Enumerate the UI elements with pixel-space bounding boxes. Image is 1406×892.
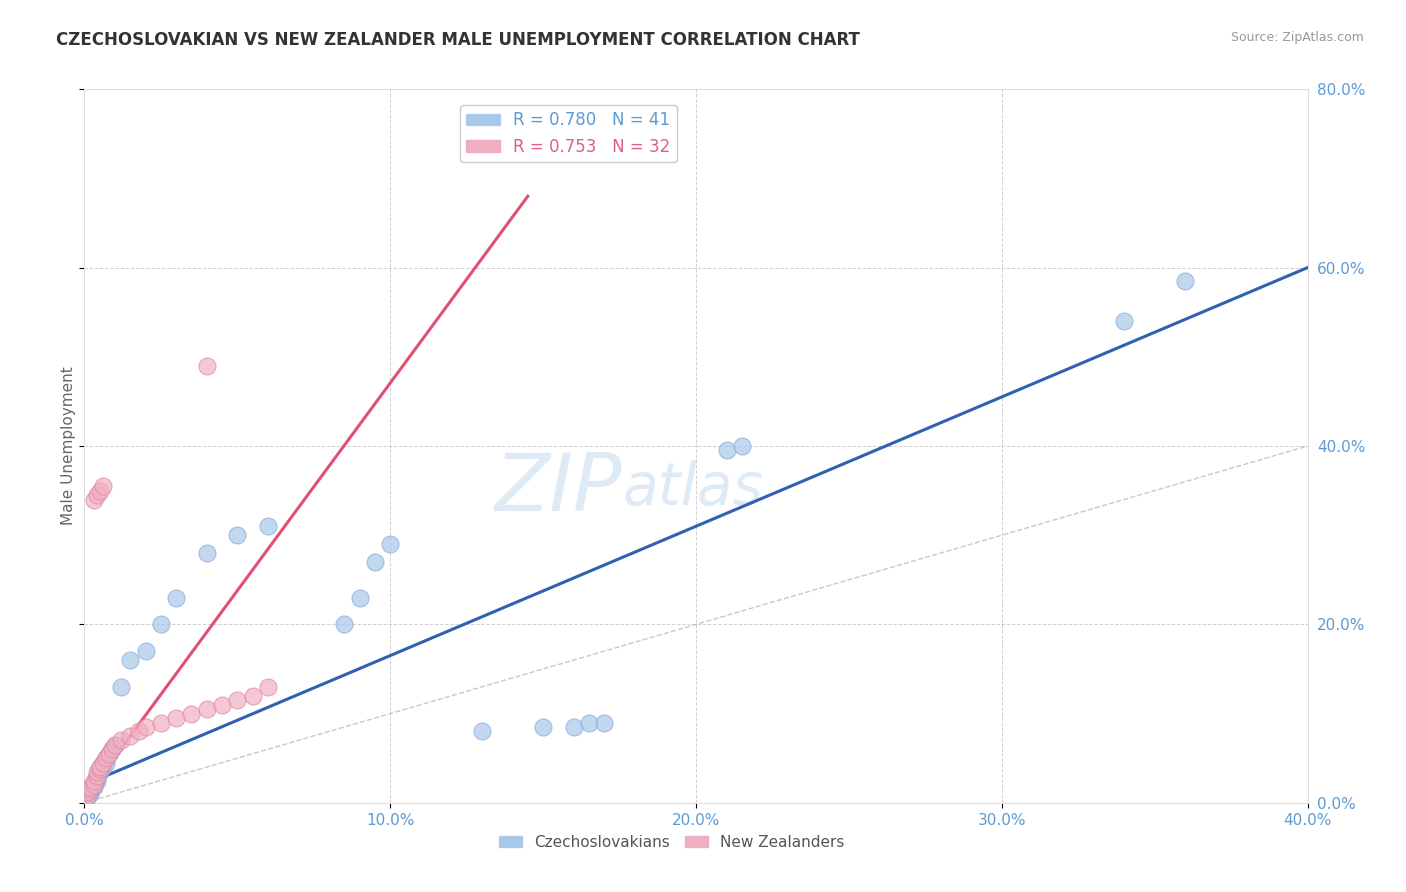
Point bbox=[349, 591, 371, 605]
Point bbox=[562, 720, 585, 734]
Point bbox=[731, 439, 754, 453]
Point bbox=[89, 760, 111, 774]
Point bbox=[89, 764, 111, 779]
Point bbox=[531, 720, 554, 734]
Point bbox=[86, 769, 108, 783]
Point bbox=[79, 785, 101, 799]
Point bbox=[86, 764, 108, 779]
Point bbox=[128, 724, 150, 739]
Point bbox=[364, 555, 387, 569]
Text: atlas: atlas bbox=[623, 460, 763, 517]
Legend: Czechoslovakians, New Zealanders: Czechoslovakians, New Zealanders bbox=[492, 829, 851, 855]
Point bbox=[79, 782, 101, 797]
Point bbox=[120, 653, 142, 667]
Point bbox=[135, 644, 157, 658]
Y-axis label: Male Unemployment: Male Unemployment bbox=[60, 367, 76, 525]
Point bbox=[110, 680, 132, 694]
Point bbox=[79, 787, 101, 801]
Point bbox=[242, 689, 264, 703]
Point bbox=[89, 483, 111, 498]
Point bbox=[135, 720, 157, 734]
Point bbox=[110, 733, 132, 747]
Point bbox=[104, 738, 127, 752]
Point bbox=[89, 760, 111, 774]
Point bbox=[91, 479, 114, 493]
Point bbox=[76, 791, 98, 805]
Point bbox=[94, 751, 117, 765]
Point bbox=[94, 756, 117, 770]
Point bbox=[471, 724, 494, 739]
Point bbox=[76, 789, 98, 803]
Point bbox=[195, 702, 218, 716]
Point bbox=[120, 729, 142, 743]
Point bbox=[76, 785, 98, 799]
Point bbox=[76, 789, 98, 803]
Point bbox=[149, 617, 172, 632]
Point bbox=[195, 359, 218, 373]
Point bbox=[86, 488, 108, 502]
Point bbox=[97, 747, 120, 761]
Point bbox=[101, 742, 124, 756]
Point bbox=[578, 715, 600, 730]
Text: Source: ZipAtlas.com: Source: ZipAtlas.com bbox=[1230, 31, 1364, 45]
Point bbox=[86, 773, 108, 788]
Point bbox=[1114, 314, 1136, 328]
Point bbox=[83, 778, 105, 792]
Point bbox=[1174, 274, 1197, 288]
Point bbox=[226, 528, 249, 542]
Point bbox=[149, 715, 172, 730]
Point bbox=[257, 680, 280, 694]
Point bbox=[593, 715, 616, 730]
Point bbox=[79, 780, 101, 794]
Point bbox=[380, 537, 402, 551]
Point bbox=[97, 747, 120, 761]
Point bbox=[83, 773, 105, 788]
Point bbox=[89, 762, 111, 776]
Point bbox=[83, 778, 105, 792]
Point bbox=[165, 711, 187, 725]
Point bbox=[83, 492, 105, 507]
Point bbox=[83, 780, 105, 794]
Point bbox=[333, 617, 356, 632]
Point bbox=[83, 776, 105, 790]
Point bbox=[257, 519, 280, 533]
Point bbox=[91, 756, 114, 770]
Point bbox=[195, 546, 218, 560]
Point bbox=[79, 782, 101, 797]
Point bbox=[91, 760, 114, 774]
Point bbox=[104, 738, 127, 752]
Point bbox=[91, 756, 114, 770]
Point bbox=[180, 706, 202, 721]
Text: ZIP: ZIP bbox=[495, 450, 623, 528]
Point bbox=[86, 771, 108, 785]
Text: CZECHOSLOVAKIAN VS NEW ZEALANDER MALE UNEMPLOYMENT CORRELATION CHART: CZECHOSLOVAKIAN VS NEW ZEALANDER MALE UN… bbox=[56, 31, 860, 49]
Point bbox=[226, 693, 249, 707]
Point bbox=[716, 443, 738, 458]
Point bbox=[86, 769, 108, 783]
Point bbox=[94, 751, 117, 765]
Point bbox=[101, 742, 124, 756]
Point bbox=[165, 591, 187, 605]
Point bbox=[211, 698, 233, 712]
